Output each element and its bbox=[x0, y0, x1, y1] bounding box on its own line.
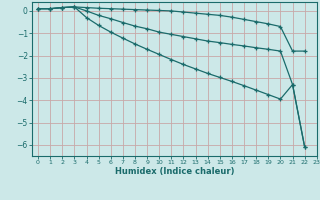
X-axis label: Humidex (Indice chaleur): Humidex (Indice chaleur) bbox=[115, 167, 234, 176]
